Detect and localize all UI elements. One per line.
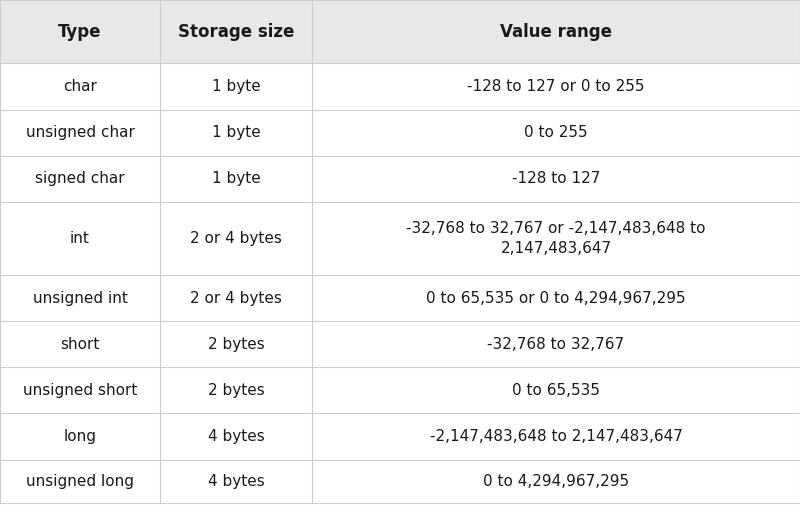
Text: 0 to 255: 0 to 255 <box>524 125 588 140</box>
Text: 1 byte: 1 byte <box>212 79 260 94</box>
Text: -128 to 127 or 0 to 255: -128 to 127 or 0 to 255 <box>467 79 645 94</box>
Text: unsigned char: unsigned char <box>26 125 134 140</box>
Text: char: char <box>63 79 97 94</box>
Text: -128 to 127: -128 to 127 <box>512 171 600 186</box>
Text: Value range: Value range <box>500 23 612 41</box>
Text: -2,147,483,648 to 2,147,483,647: -2,147,483,648 to 2,147,483,647 <box>430 429 682 444</box>
Bar <box>0 63 800 110</box>
Text: 2 bytes: 2 bytes <box>208 383 264 398</box>
Text: unsigned long: unsigned long <box>26 474 134 489</box>
Text: long: long <box>63 429 97 444</box>
Text: 4 bytes: 4 bytes <box>208 474 264 489</box>
Text: -32,768 to 32,767: -32,768 to 32,767 <box>487 337 625 352</box>
Bar <box>0 156 800 202</box>
Bar <box>0 275 800 321</box>
Bar <box>0 321 800 367</box>
Text: 2 bytes: 2 bytes <box>208 337 264 352</box>
Text: unsigned int: unsigned int <box>33 291 127 305</box>
Text: Storage size: Storage size <box>178 23 294 41</box>
Bar <box>0 413 800 460</box>
Bar <box>0 0 800 63</box>
Bar <box>0 367 800 413</box>
Text: -32,768 to 32,767 or -2,147,483,648 to
2,147,483,647: -32,768 to 32,767 or -2,147,483,648 to 2… <box>406 221 706 256</box>
Bar <box>0 460 800 503</box>
Text: 2 or 4 bytes: 2 or 4 bytes <box>190 291 282 305</box>
Text: 0 to 65,535 or 0 to 4,294,967,295: 0 to 65,535 or 0 to 4,294,967,295 <box>426 291 686 305</box>
Text: 2 or 4 bytes: 2 or 4 bytes <box>190 231 282 246</box>
Text: Type: Type <box>58 23 102 41</box>
Text: signed char: signed char <box>35 171 125 186</box>
Bar <box>0 110 800 156</box>
Text: unsigned short: unsigned short <box>23 383 137 398</box>
Text: 0 to 4,294,967,295: 0 to 4,294,967,295 <box>483 474 629 489</box>
Text: 1 byte: 1 byte <box>212 171 260 186</box>
Text: 0 to 65,535: 0 to 65,535 <box>512 383 600 398</box>
Text: int: int <box>70 231 90 246</box>
Text: short: short <box>60 337 100 352</box>
Bar <box>0 202 800 275</box>
Text: 4 bytes: 4 bytes <box>208 429 264 444</box>
Text: 1 byte: 1 byte <box>212 125 260 140</box>
